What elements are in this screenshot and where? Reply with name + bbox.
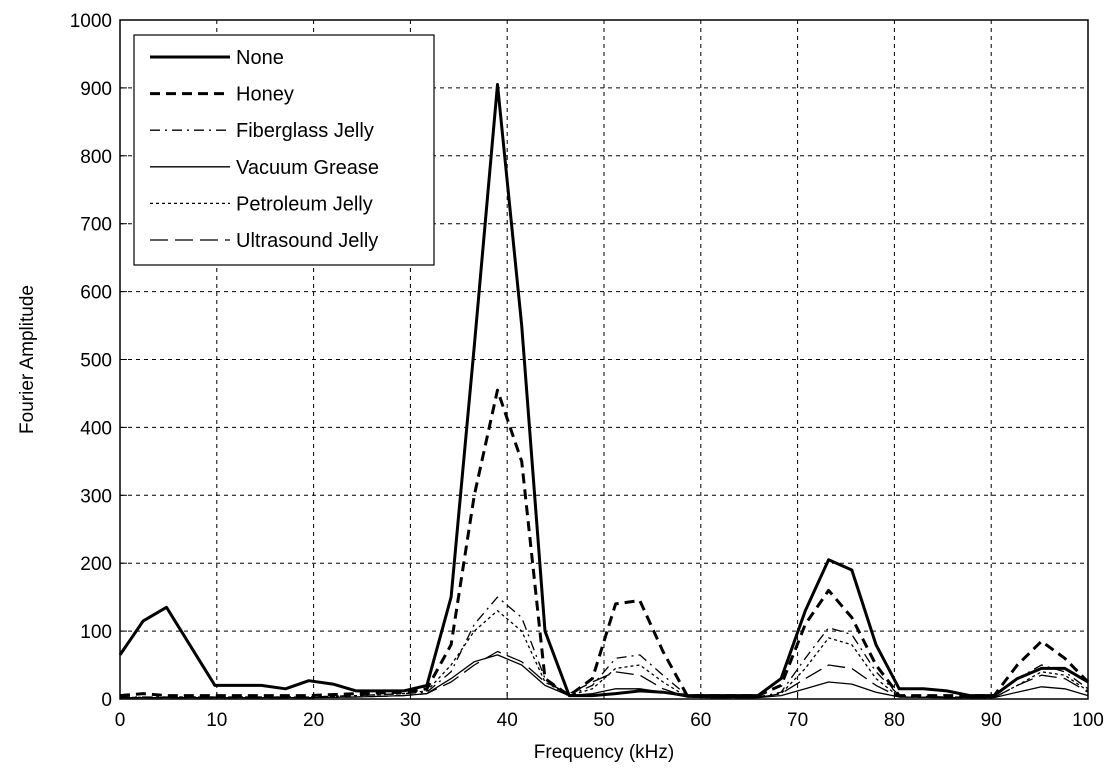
legend-label-5: Ultrasound Jelly bbox=[236, 230, 378, 252]
y-tick-label: 900 bbox=[80, 79, 112, 100]
y-tick-label: 500 bbox=[80, 351, 112, 372]
legend-box bbox=[133, 34, 435, 266]
x-tick-label: 50 bbox=[593, 710, 614, 731]
legend-label-4: Petroleum Jelly bbox=[236, 193, 373, 215]
series-line-1 bbox=[119, 388, 1090, 698]
x-axis-label: Frequency (kHz) bbox=[534, 742, 674, 763]
y-tick-label: 700 bbox=[80, 215, 112, 236]
y-tick-label: 100 bbox=[80, 622, 112, 643]
legend: None Honey Fiberglass Jelly Vacuum Grease Pe… bbox=[133, 34, 435, 266]
plot-series bbox=[118, 83, 1090, 699]
y-tick-label: 400 bbox=[80, 418, 112, 439]
x-tick-label: 100 bbox=[1072, 710, 1104, 731]
y-tick-label: 300 bbox=[80, 486, 112, 507]
y-tick-label: 800 bbox=[80, 147, 112, 168]
y-axis-label: Fourier Amplitude bbox=[17, 285, 38, 434]
legend-label-3: Vacuum Grease bbox=[236, 157, 379, 179]
x-tick-label: 80 bbox=[884, 710, 905, 731]
x-tick-label: 40 bbox=[497, 710, 518, 731]
series-line-5 bbox=[120, 650, 1089, 699]
y-tick-label: 1000 bbox=[70, 11, 112, 32]
series-line-4 bbox=[119, 610, 1089, 699]
x-tick-label: 20 bbox=[303, 710, 324, 731]
x-tick-label: 10 bbox=[206, 710, 227, 731]
series-line-0 bbox=[118, 83, 1089, 698]
series-line-2 bbox=[120, 596, 1089, 698]
axis-ticks: 0 10 20 30 40 50 60 70 80 90 100010020030040050060… bbox=[70, 11, 1104, 731]
legend-label-1: Honey bbox=[236, 84, 294, 106]
y-tick-label: 200 bbox=[80, 554, 112, 575]
y-tick-label: 600 bbox=[80, 283, 112, 304]
y-tick-label: 0 bbox=[101, 690, 112, 711]
legend-label-2: Fiberglass Jelly bbox=[236, 120, 374, 142]
x-tick-label: 0 bbox=[115, 710, 126, 731]
x-tick-label: 30 bbox=[400, 710, 421, 731]
x-tick-label: 90 bbox=[981, 710, 1002, 731]
x-tick-label: 70 bbox=[787, 710, 808, 731]
x-tick-label: 60 bbox=[690, 710, 711, 731]
legend-label-0: None bbox=[236, 47, 284, 69]
